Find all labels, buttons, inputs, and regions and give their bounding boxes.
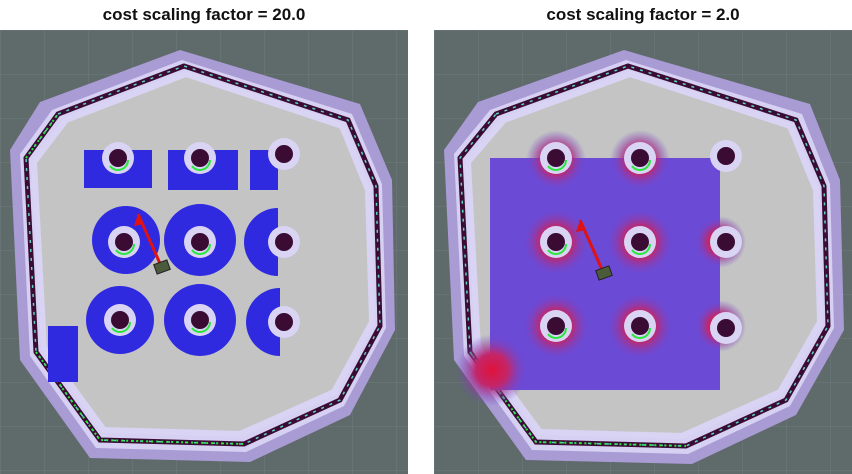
panel-separator — [408, 30, 434, 474]
robot-footprint-icon — [595, 265, 613, 281]
robot-right — [576, 219, 613, 281]
obstacle-pillars-left — [102, 138, 300, 338]
costmap-view-right[interactable] — [434, 30, 852, 474]
costmap-view-left[interactable] — [0, 30, 408, 474]
local-costmap-right — [456, 130, 746, 406]
robot-left — [134, 213, 171, 275]
costmap-canvas-left — [0, 30, 408, 474]
obstacle-pillars-right — [540, 140, 742, 344]
panel-title-left: cost scaling factor = 20.0 — [102, 5, 306, 24]
costmap-canvas-right — [434, 30, 852, 474]
laser-scan-points — [469, 351, 687, 447]
panel-title-right: cost scaling factor = 2.0 — [546, 5, 740, 24]
robot-footprint-icon — [153, 259, 171, 275]
